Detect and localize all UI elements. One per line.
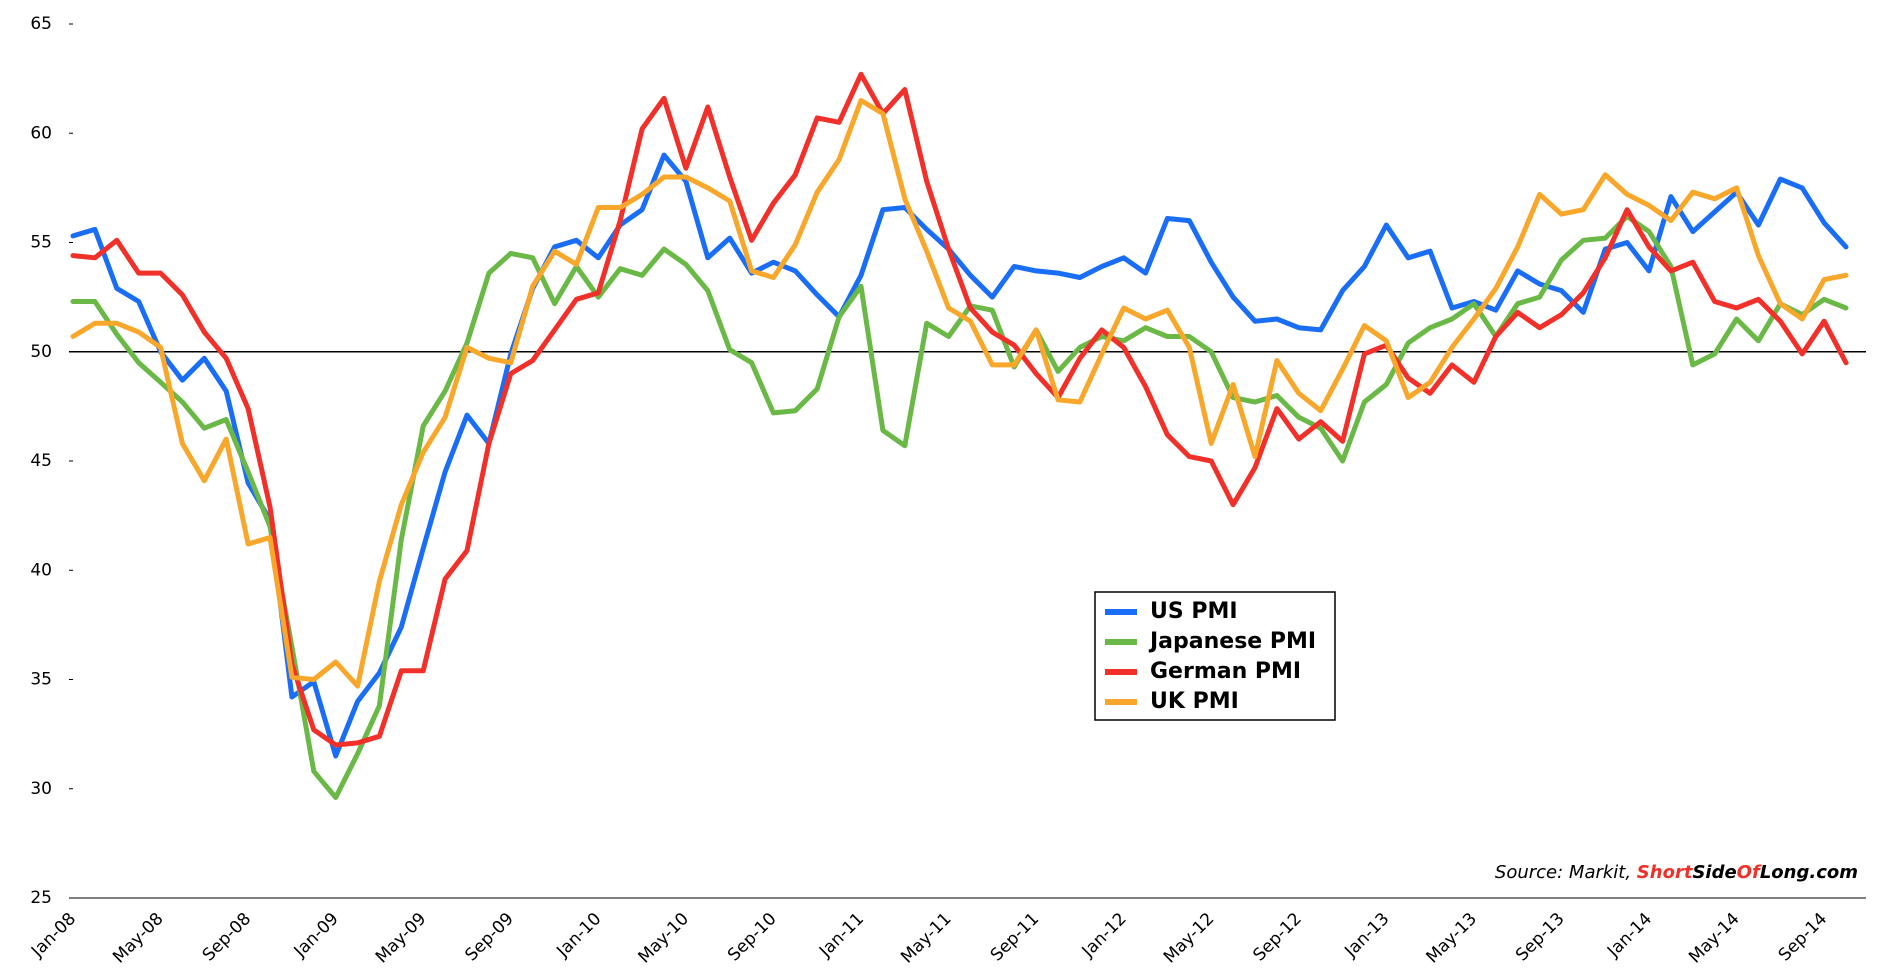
legend: US PMI Japanese PMI German PMI UK PMI (1094, 591, 1336, 721)
y-tick-label: 60 (30, 123, 52, 143)
x-tick-label: May-08 (109, 909, 167, 967)
y-tick-label: 65 (30, 14, 52, 34)
y-tick-label: 35 (30, 670, 52, 690)
x-tick-label: Jan-13 (1340, 909, 1393, 962)
x-tick-label: Jan-09 (290, 909, 343, 962)
x-tick-label: May-13 (1423, 909, 1481, 967)
source-part: Short (1637, 862, 1694, 883)
x-tick-label: May-11 (897, 909, 955, 967)
series-line (70, 213, 1849, 800)
x-tick-label: Jan-14 (1603, 909, 1656, 962)
x-tick-label: Jan-12 (1078, 909, 1131, 962)
y-tick-label: 45 (30, 451, 52, 471)
source-part: Long (1760, 862, 1810, 883)
source-note: Source: Markit, ShortSideOfLong.com (1495, 862, 1858, 883)
x-tick-label: Jan-11 (815, 909, 868, 962)
x-tick-label: May-10 (635, 909, 693, 967)
x-tick-label: Sep-10 (724, 909, 780, 965)
x-tick-label: May-09 (372, 909, 430, 967)
x-tick-label: Sep-09 (461, 909, 517, 965)
x-tick-label: Sep-12 (1249, 909, 1305, 965)
y-tick-label: 30 (30, 779, 52, 799)
x-tick-label: Sep-13 (1512, 909, 1568, 965)
source-part: .com (1809, 862, 1858, 883)
legend-label: Japanese PMI (1148, 629, 1316, 654)
x-tick-label: May-14 (1685, 909, 1743, 967)
legend-label: UK PMI (1150, 689, 1239, 714)
x-tick-label: Jan-10 (552, 909, 605, 962)
x-tick-label: Sep-08 (199, 909, 255, 965)
legend-label: German PMI (1150, 659, 1301, 684)
x-tick-label: Sep-11 (987, 909, 1043, 965)
x-tick-label: May-12 (1160, 909, 1218, 967)
x-tick-label: Jan-08 (27, 909, 80, 962)
legend-label: US PMI (1150, 599, 1238, 624)
y-tick-label: 55 (30, 233, 52, 253)
source-part: Of (1737, 862, 1762, 883)
series-line (70, 98, 1849, 689)
y-tick-label: 50 (30, 342, 52, 362)
source-part: Side (1692, 862, 1736, 883)
y-tick-label: 40 (30, 560, 52, 580)
source-part: Source: Markit, (1495, 862, 1637, 883)
y-tick-label: 25 (30, 888, 52, 908)
series-line (70, 71, 1849, 748)
x-tick-label: Sep-14 (1775, 909, 1831, 965)
series-line (70, 152, 1849, 759)
